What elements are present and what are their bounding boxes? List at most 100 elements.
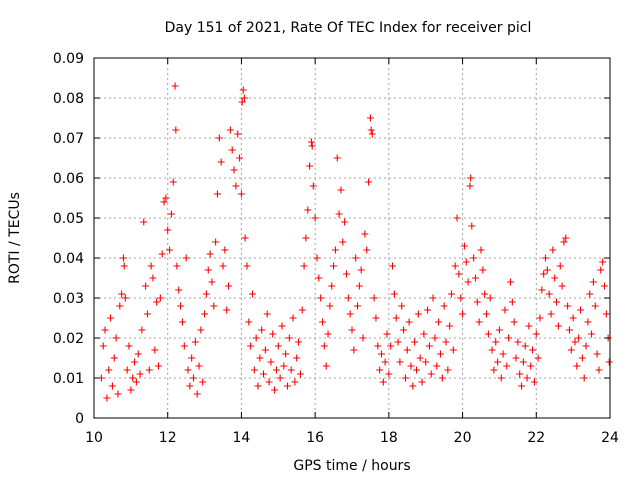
data-point: [180, 342, 188, 350]
data-point: [593, 350, 601, 358]
data-point: [376, 366, 384, 374]
data-point: [448, 290, 456, 298]
data-point: [377, 350, 385, 358]
data-point: [363, 246, 371, 254]
data-point: [333, 154, 341, 162]
y-tick-label: 0.08: [53, 91, 84, 107]
data-point: [326, 302, 334, 310]
data-point: [313, 254, 321, 262]
data-point: [190, 374, 198, 382]
data-point: [114, 390, 122, 398]
data-point: [449, 346, 457, 354]
data-point: [215, 134, 223, 142]
data-point: [462, 258, 470, 266]
data-point: [230, 166, 238, 174]
data-point: [116, 302, 124, 310]
data-point: [319, 318, 327, 326]
data-point: [160, 198, 168, 206]
data-point: [536, 314, 544, 322]
data-point: [424, 306, 432, 314]
data-point: [197, 326, 205, 334]
data-point: [556, 262, 564, 270]
data-point: [291, 378, 299, 386]
data-point: [258, 326, 266, 334]
data-point: [490, 366, 498, 374]
x-tick-label: 12: [159, 430, 177, 446]
data-point: [383, 330, 391, 338]
data-point: [193, 390, 201, 398]
data-point: [495, 326, 503, 334]
data-point: [532, 330, 540, 338]
data-point: [569, 314, 577, 322]
data-point: [225, 282, 233, 290]
data-point: [261, 346, 269, 354]
data-point: [219, 262, 227, 270]
x-tick-label: 22: [527, 430, 545, 446]
tick-labels: 0 0.01 0.02 0.03 0.04 0.05 0.06 0.07 0.08 0.09 10 1…: [53, 51, 619, 446]
data-point: [440, 302, 448, 310]
data-point: [208, 278, 216, 286]
data-point: [409, 382, 417, 390]
data-point: [354, 302, 362, 310]
y-tick-label: 0.05: [53, 211, 84, 227]
y-tick-label: 0.03: [53, 291, 84, 307]
y-tick-label: 0.02: [53, 331, 84, 347]
data-point: [374, 342, 382, 350]
data-point: [175, 286, 183, 294]
data-point: [118, 290, 126, 298]
data-point: [453, 214, 461, 222]
data-point: [433, 362, 441, 370]
data-point: [396, 358, 404, 366]
data-point: [551, 274, 559, 282]
data-point: [560, 238, 568, 246]
data-point: [503, 362, 511, 370]
data-point: [518, 382, 526, 390]
data-point: [553, 298, 561, 306]
data-point: [564, 302, 572, 310]
data-point: [506, 278, 514, 286]
data-point: [549, 246, 557, 254]
data-point: [300, 262, 308, 270]
x-tick-label: 14: [233, 430, 251, 446]
data-point: [361, 230, 369, 238]
data-point: [289, 314, 297, 322]
data-point: [464, 278, 472, 286]
data-point: [390, 290, 398, 298]
data-point: [221, 246, 229, 254]
data-point: [173, 262, 181, 270]
data-point: [578, 354, 586, 362]
data-point: [558, 282, 566, 290]
data-point: [451, 262, 459, 270]
data-point: [505, 334, 513, 342]
data-point: [204, 266, 212, 274]
data-point: [580, 374, 588, 382]
data-point: [484, 330, 492, 338]
data-point: [252, 334, 260, 342]
data-point: [191, 338, 199, 346]
data-point: [529, 346, 537, 354]
data-point: [350, 346, 358, 354]
data-point: [562, 234, 570, 242]
data-point: [234, 130, 242, 138]
data-point: [567, 346, 575, 354]
data-point: [514, 338, 522, 346]
data-point: [575, 334, 583, 342]
data-point: [403, 346, 411, 354]
data-point: [405, 318, 413, 326]
data-point: [123, 366, 131, 374]
data-point: [599, 258, 607, 266]
plot-frame: [93, 57, 611, 419]
data-point: [164, 226, 172, 234]
data-point: [486, 294, 494, 302]
data-point: [589, 278, 597, 286]
data-point: [271, 386, 279, 394]
data-point: [494, 358, 502, 366]
data-point: [274, 342, 282, 350]
data-point: [254, 382, 262, 390]
data-point: [414, 310, 422, 318]
data-point: [302, 234, 310, 242]
data-point: [446, 322, 454, 330]
data-point: [435, 318, 443, 326]
data-point: [142, 282, 150, 290]
